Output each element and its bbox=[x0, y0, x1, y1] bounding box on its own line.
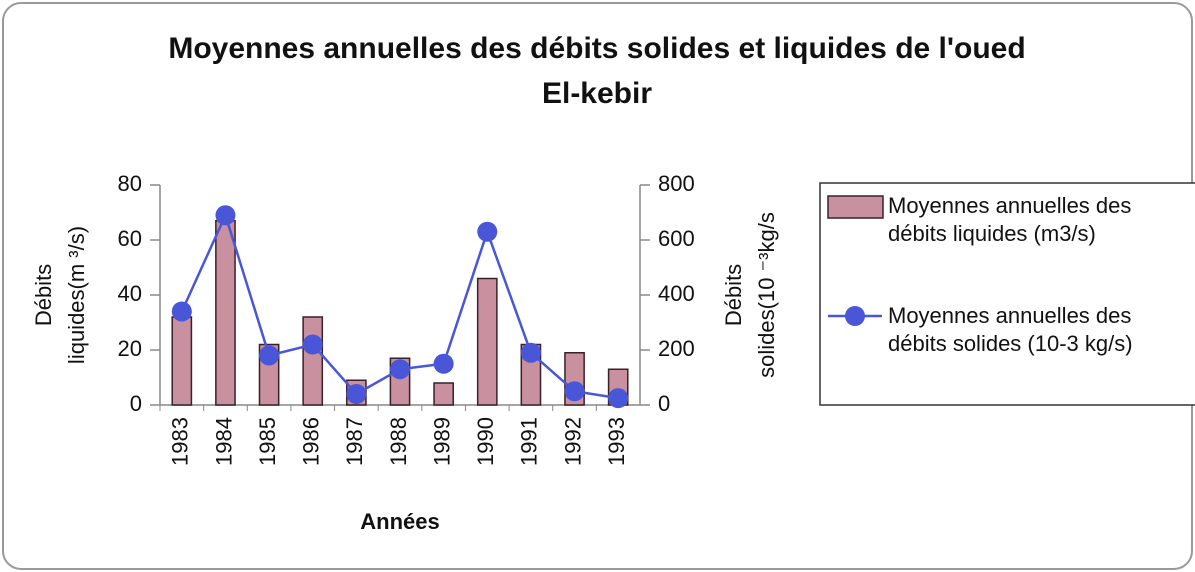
x-tick-label: 1984 bbox=[211, 417, 236, 466]
x-tick-label: 1988 bbox=[386, 417, 411, 466]
legend-label: Moyennes annuelles des débits liquides (… bbox=[888, 193, 1132, 246]
marker bbox=[520, 342, 541, 363]
y-tick-label: 60 bbox=[118, 226, 142, 251]
legend-marker bbox=[845, 306, 865, 326]
marker bbox=[477, 221, 498, 242]
chart-title: Moyennes annuelles des débits solides et… bbox=[168, 32, 1025, 65]
y2-tick-label: 0 bbox=[658, 391, 670, 416]
y-axis-label: liquides(m ³/s) bbox=[64, 226, 89, 364]
bar bbox=[433, 382, 454, 406]
x-tick-label: 1983 bbox=[168, 417, 193, 466]
legend-label: Moyennes annuelles des débits solides (1… bbox=[888, 303, 1133, 356]
y2-tick-label: 200 bbox=[658, 336, 695, 361]
bar bbox=[476, 277, 498, 406]
y-tick-label: 40 bbox=[118, 281, 142, 306]
y2-tick-label: 600 bbox=[658, 226, 695, 251]
y2-axis-label: solides(10 ⁻³kg/s bbox=[754, 212, 779, 378]
legend-box bbox=[819, 182, 1195, 406]
bar bbox=[302, 316, 324, 406]
marker bbox=[302, 334, 323, 355]
x-tick-label: 1989 bbox=[429, 417, 454, 466]
y-axis-label: Débits bbox=[31, 264, 56, 326]
marker bbox=[433, 353, 454, 374]
legend-swatch bbox=[827, 195, 884, 219]
y2-tick-label: 800 bbox=[658, 171, 695, 196]
y2-tick-label: 400 bbox=[658, 281, 695, 306]
bar bbox=[215, 220, 236, 406]
x-tick-label: 1986 bbox=[299, 417, 324, 466]
marker bbox=[346, 384, 367, 404]
x-tick-label: 1992 bbox=[560, 417, 585, 466]
x-tick-label: 1993 bbox=[604, 417, 629, 466]
x-tick-label: 1991 bbox=[517, 417, 542, 466]
x-tick-label: 1987 bbox=[342, 417, 367, 466]
marker bbox=[390, 359, 410, 380]
x-tick-label: 1990 bbox=[473, 417, 498, 466]
marker bbox=[171, 301, 192, 322]
x-tick-label: 1985 bbox=[255, 417, 280, 466]
y2-axis-label: Débits bbox=[721, 264, 746, 326]
bar bbox=[171, 316, 193, 406]
marker bbox=[564, 381, 585, 402]
marker bbox=[215, 205, 236, 226]
y-tick-label: 20 bbox=[118, 336, 142, 361]
y-tick-label: 80 bbox=[118, 171, 142, 196]
y-tick-label: 0 bbox=[130, 391, 142, 416]
chart-title: El-kebir bbox=[542, 77, 652, 110]
marker bbox=[259, 345, 280, 366]
marker bbox=[608, 388, 629, 409]
x-axis-label: Années bbox=[360, 509, 439, 534]
